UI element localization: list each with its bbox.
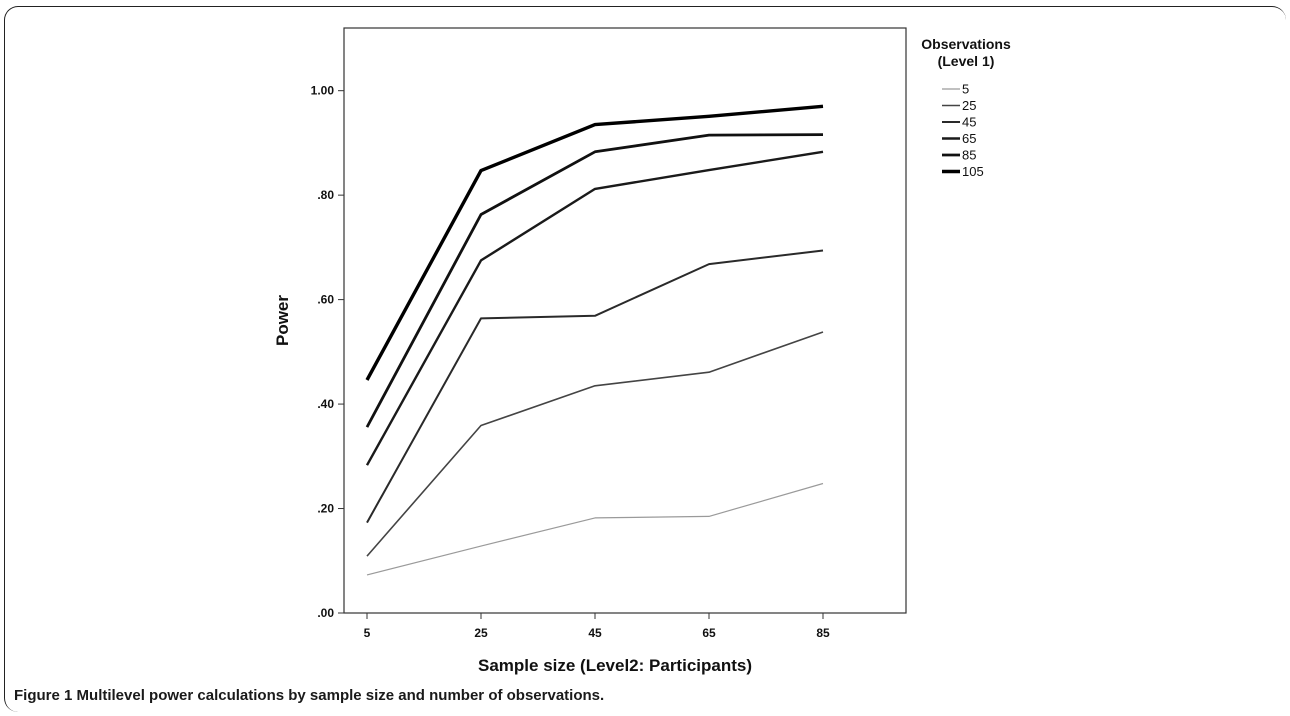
figure-caption: Figure 1 Multilevel power calculations b… [14, 687, 604, 704]
legend-title-line2: (Level 1) [938, 53, 995, 69]
legend-label: 5 [962, 82, 969, 97]
series-lines [365, 104, 824, 576]
legend-label: 105 [962, 164, 984, 179]
legend-item-45: 45 [942, 115, 976, 130]
plot-area [343, 27, 907, 614]
y-axis-title: Power [273, 295, 292, 346]
y-tick-label: .20 [317, 502, 334, 516]
x-tick-label: 25 [474, 626, 488, 640]
y-tick-label: 1.00 [311, 84, 335, 98]
y-axis: .00 .20 .40 .60 .80 1.00 [311, 84, 344, 620]
legend-item-85: 85 [942, 148, 976, 163]
legend-item-25: 25 [942, 98, 976, 113]
series-line-45 [366, 249, 824, 524]
series-line-85 [365, 133, 824, 428]
x-tick-label: 65 [702, 626, 716, 640]
figure-frame [4, 6, 1286, 712]
figure-caption-text: Multilevel power calculations by sample … [76, 687, 605, 704]
x-axis-title: Sample size (Level2: Participants) [478, 656, 752, 675]
y-tick-label: .00 [317, 606, 334, 620]
x-tick-label: 45 [588, 626, 602, 640]
legend-item-65: 65 [942, 131, 976, 146]
y-tick-label: .80 [317, 188, 334, 202]
y-tick-label: .60 [317, 293, 334, 307]
legend-label: 85 [962, 148, 976, 163]
legend-label: 25 [962, 98, 976, 113]
series-line-5 [366, 482, 824, 576]
figure-label: Figure 1 [14, 687, 73, 704]
series-line-105 [365, 104, 824, 381]
legend-label: 65 [962, 131, 976, 146]
y-tick-label: .40 [317, 397, 334, 411]
series-line-65 [365, 150, 824, 466]
legend-label: 45 [962, 115, 976, 130]
x-tick-label: 5 [364, 626, 371, 640]
legend-item-5: 5 [942, 82, 969, 97]
x-axis: 5 25 45 65 85 [364, 613, 830, 640]
series-line-25 [366, 331, 824, 557]
x-tick-label: 85 [816, 626, 830, 640]
legend-title-line1: Observations [921, 36, 1011, 52]
power-line-chart: .00.20.40.60.801.00 5 25 45 65 85 Power Samp… [273, 27, 1011, 675]
legend-item-105: 105 [942, 164, 984, 179]
